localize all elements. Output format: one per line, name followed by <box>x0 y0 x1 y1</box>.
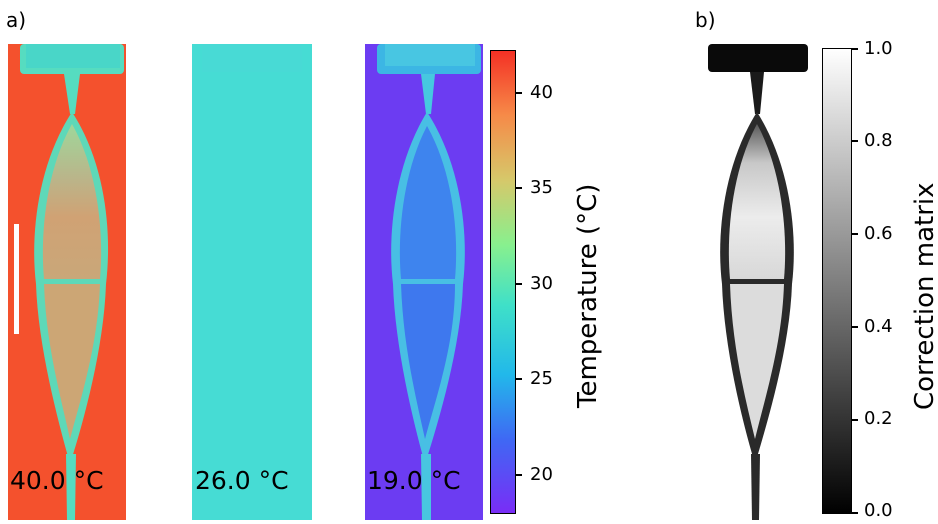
temperature-label-hot: 40.0 °C <box>10 466 104 495</box>
colorbar-tick-label: 0.6 <box>864 223 893 244</box>
thermal-image-hot <box>8 44 126 520</box>
colorbar-tick-label: 0.2 <box>864 408 893 429</box>
colorbar-tick-label: 40 <box>530 82 553 103</box>
panel-b-label: b) <box>695 8 716 32</box>
temperature-colorbar-title: Temperature (°C) <box>573 183 603 408</box>
scale-bar <box>14 224 19 334</box>
colorbar-tick-label: 0.0 <box>864 500 893 521</box>
colorbar-tick <box>852 140 858 142</box>
thermal-image-neutral <box>192 44 312 520</box>
temperature-label-cold: 19.0 °C <box>367 466 461 495</box>
temperature-label-neutral: 26.0 °C <box>195 466 289 495</box>
thermal-image-cold <box>365 44 483 520</box>
colorbar-tick <box>852 326 858 328</box>
colorbar-tick <box>516 474 522 476</box>
colorbar-tick <box>516 92 522 94</box>
colorbar-tick-label: 25 <box>530 368 553 389</box>
temperature-colorbar <box>490 50 516 514</box>
colorbar-tick-label: 30 <box>530 273 553 294</box>
colorbar-tick-label: 1.0 <box>864 38 893 59</box>
colorbar-tick <box>852 512 858 514</box>
colorbar-tick <box>852 48 858 50</box>
colorbar-tick <box>516 378 522 380</box>
colorbar-tick-label: 0.4 <box>864 316 893 337</box>
colorbar-tick <box>516 283 522 285</box>
colorbar-tick <box>852 419 858 421</box>
colorbar-tick-label: 20 <box>530 464 553 485</box>
colorbar-tick <box>516 187 522 189</box>
colorbar-tick-label: 0.8 <box>864 130 893 151</box>
correction-matrix-image <box>700 44 812 520</box>
correction-colorbar <box>822 48 852 514</box>
colorbar-tick <box>852 233 858 235</box>
panel-a-label: a) <box>6 8 27 32</box>
correction-colorbar-title: Correction matrix <box>910 182 938 410</box>
colorbar-tick-label: 35 <box>530 177 553 198</box>
